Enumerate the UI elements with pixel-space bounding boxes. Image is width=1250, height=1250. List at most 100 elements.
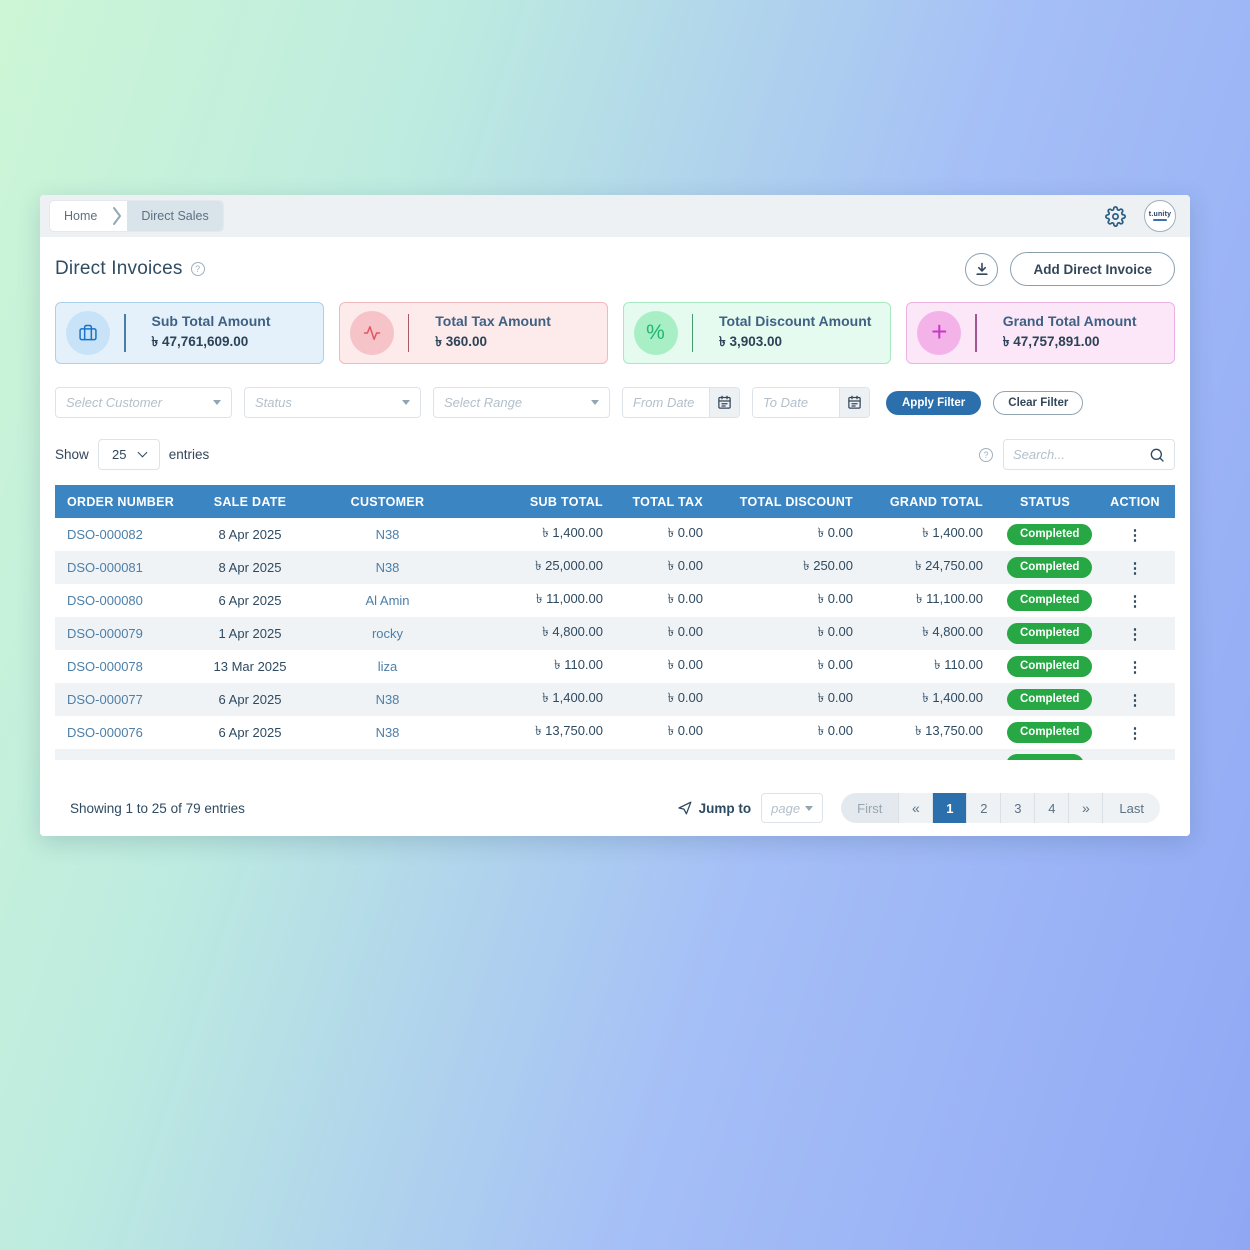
paper-plane-icon	[677, 801, 692, 815]
order-number-link[interactable]: DSO-000076	[67, 725, 143, 740]
kebab-menu-icon[interactable]: ⋮	[1127, 724, 1143, 742]
search-help-icon[interactable]: ?	[979, 447, 993, 462]
order-number-link[interactable]: DSO-000081	[67, 560, 143, 575]
order-number-link[interactable]: DSO-000080	[67, 593, 143, 608]
customer-select[interactable]: Select Customer	[55, 387, 232, 418]
pagination-page-3[interactable]: 3	[1001, 793, 1036, 823]
grand-total-cell: ৳ 11,100.00	[916, 591, 983, 606]
card-value: ৳ 3,903.00	[719, 333, 783, 349]
total-tax-cell: ৳ 0.00	[667, 624, 703, 639]
customer-link[interactable]: Al Amin	[365, 593, 410, 608]
user-avatar[interactable]: t.unity	[1144, 200, 1176, 232]
status-badge: Completed	[1007, 721, 1093, 744]
invoices-table: ORDER NUMBER SALE DATE CUSTOMER SUB TOTA…	[55, 485, 1175, 760]
status-badge: Completed	[1007, 523, 1093, 546]
kebab-menu-icon[interactable]: ⋮	[1127, 526, 1143, 544]
pagination-page-1[interactable]: 1	[933, 793, 968, 823]
download-button[interactable]	[965, 252, 999, 286]
customer-link[interactable]: liza	[377, 659, 398, 674]
grand-total-cell: ৳ 110.00	[934, 657, 983, 672]
col-header-order-number: ORDER NUMBER	[55, 485, 195, 518]
total-tax-cell: ৳ 0.00	[667, 558, 703, 573]
customer-link[interactable]: N38	[375, 692, 400, 707]
apply-filter-button[interactable]: Apply Filter	[886, 390, 982, 415]
kebab-menu-icon[interactable]: ⋮	[1127, 625, 1143, 643]
table-row: DSO-000078 13 Mar 2025 liza ৳ 110.00 ৳ 0…	[55, 650, 1175, 683]
breadcrumb-chevron-icon	[107, 201, 128, 231]
from-date-input[interactable]	[623, 388, 709, 417]
chevron-down-icon	[213, 400, 221, 405]
total-discount-cell: ৳ 0.00	[817, 723, 853, 738]
page-content: Direct Invoices ? Add Direct Invoice Sub…	[40, 237, 1190, 836]
settings-gear-icon[interactable]	[1102, 203, 1128, 229]
card-label: Total Discount Amount	[719, 312, 872, 329]
from-date-calendar-icon[interactable]	[709, 388, 739, 417]
top-bar-actions: t.unity	[1102, 200, 1176, 232]
pagination-next-icon[interactable]: »	[1069, 793, 1104, 823]
download-icon	[976, 262, 988, 275]
breadcrumb-home[interactable]: Home	[64, 209, 98, 223]
search-box	[1003, 439, 1175, 470]
total-tax-cell: ৳ 0.00	[667, 723, 703, 738]
order-number-link[interactable]: DSO-000082	[67, 527, 143, 542]
customer-link[interactable]: rocky	[371, 626, 404, 641]
status-badge: Completed	[1007, 589, 1093, 612]
order-number-link[interactable]: DSO-000078	[67, 659, 143, 674]
jump-page-select[interactable]: page	[761, 793, 824, 823]
from-date-group	[622, 387, 740, 418]
sub-total-card: Sub Total Amount ৳ 47,761,609.00	[55, 302, 324, 364]
chevron-down-icon	[137, 447, 147, 458]
status-select[interactable]: Status	[244, 387, 421, 418]
order-number-link[interactable]: DSO-000077	[67, 692, 143, 707]
pagination: First « 1 2 3 4 » Last	[841, 793, 1160, 823]
search-icon[interactable]	[1149, 447, 1165, 463]
card-label: Total Tax Amount	[435, 312, 551, 329]
status-badge: Completed	[1007, 688, 1093, 711]
order-number-link[interactable]: DSO-000079	[67, 626, 143, 641]
total-discount-cell: ৳ 0.00	[817, 591, 853, 606]
partially-visible-row	[55, 749, 1175, 760]
to-date-calendar-icon[interactable]	[839, 388, 869, 417]
kebab-menu-icon[interactable]: ⋮	[1127, 691, 1143, 709]
page-size-select[interactable]: 25	[97, 439, 160, 470]
title-row: Direct Invoices ? Add Direct Invoice	[55, 251, 1175, 287]
filter-bar: Select Customer Status Select Range	[55, 387, 1175, 418]
col-header-customer: CUSTOMER	[305, 485, 470, 518]
pagination-first-button[interactable]: First	[841, 793, 900, 823]
add-direct-invoice-button[interactable]: Add Direct Invoice	[1010, 252, 1175, 286]
avatar-logo-text: t.unity	[1148, 211, 1172, 218]
pagination-prev-icon[interactable]: «	[899, 793, 934, 823]
page-title: Direct Invoices	[55, 258, 183, 279]
total-discount-cell: ৳ 0.00	[817, 657, 853, 672]
grand-total-cell: ৳ 4,800.00	[922, 624, 983, 639]
title-help-icon[interactable]: ?	[190, 262, 205, 276]
sub-total-cell: ৳ 1,400.00	[542, 525, 603, 540]
app-window: Home Direct Sales t.unity Direct Invoice…	[40, 195, 1190, 836]
table-row: DSO-000081 8 Apr 2025 N38 ৳ 25,000.00 ৳ …	[55, 551, 1175, 584]
search-input[interactable]	[1013, 447, 1149, 462]
pagination-page-4[interactable]: 4	[1035, 793, 1070, 823]
pagination-last-button[interactable]: Last	[1103, 793, 1160, 823]
to-date-group	[752, 387, 870, 418]
to-date-input[interactable]	[753, 388, 839, 417]
kebab-menu-icon[interactable]: ⋮	[1127, 559, 1143, 577]
card-value: ৳ 47,757,891.00	[1002, 333, 1100, 349]
breadcrumb-current: Direct Sales	[127, 201, 223, 231]
kebab-menu-icon[interactable]: ⋮	[1127, 592, 1143, 610]
pagination-page-2[interactable]: 2	[967, 793, 1002, 823]
list-controls: Show 25 entries ?	[55, 439, 1175, 470]
clear-filter-button[interactable]: Clear Filter	[993, 390, 1084, 415]
sale-date-cell: 6 Apr 2025	[218, 593, 282, 608]
total-discount-cell: ৳ 0.00	[817, 624, 853, 639]
kebab-menu-icon[interactable]: ⋮	[1127, 658, 1143, 676]
grand-total-cell: ৳ 1,400.00	[922, 525, 983, 540]
customer-link[interactable]: N38	[375, 560, 400, 575]
table-footer: Showing 1 to 25 of 79 entries Jump to pa…	[55, 781, 1175, 836]
range-select[interactable]: Select Range	[433, 387, 610, 418]
total-discount-card: % Total Discount Amount ৳ 3,903.00	[622, 302, 892, 364]
status-badge: Completed	[1007, 655, 1093, 678]
table-header-row: ORDER NUMBER SALE DATE CUSTOMER SUB TOTA…	[55, 485, 1175, 518]
customer-link[interactable]: N38	[375, 725, 400, 740]
customer-link[interactable]: N38	[375, 527, 400, 542]
total-discount-cell: ৳ 0.00	[817, 690, 853, 705]
